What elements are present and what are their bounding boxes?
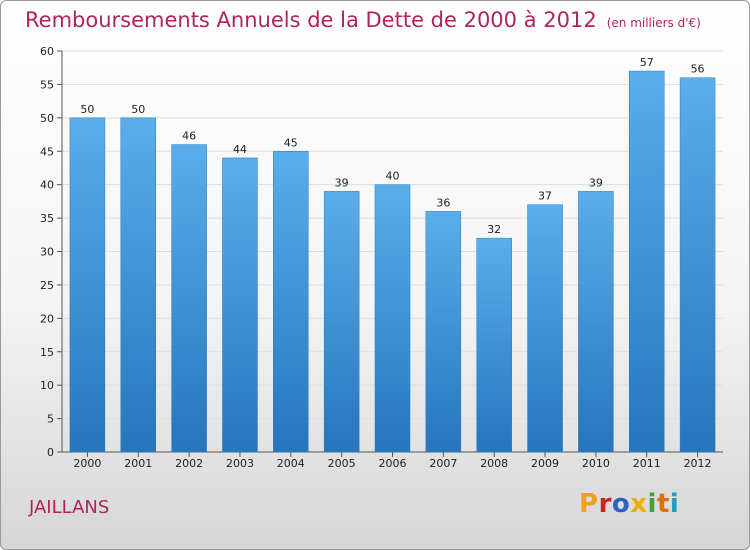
x-tick-label: 2002	[175, 457, 203, 470]
bar-value-label: 57	[640, 56, 654, 69]
x-tick-label: 2010	[582, 457, 610, 470]
proxiti-logo[interactable]: Proxiti	[579, 489, 679, 519]
town-name: JAILLANS	[29, 497, 110, 518]
y-tick-label: 45	[40, 145, 54, 158]
chart-unit-text: (en milliers d'€)	[606, 16, 701, 30]
bar	[222, 157, 258, 453]
y-tick-label: 50	[40, 112, 54, 125]
bar-value-label: 39	[589, 176, 603, 189]
x-tick-label: 2006	[379, 457, 407, 470]
bar-value-label: 37	[538, 190, 552, 203]
bar	[425, 211, 462, 453]
bar	[120, 117, 157, 453]
logo-letter: o	[611, 489, 631, 519]
logo-letter: P	[579, 489, 599, 519]
y-tick-label: 55	[40, 78, 54, 91]
y-tick-label: 25	[40, 279, 54, 292]
x-tick-label: 2001	[124, 457, 152, 470]
bar	[578, 191, 614, 453]
y-tick-label: 15	[40, 346, 54, 359]
x-tick-label: 2003	[226, 457, 254, 470]
x-tick-label: 2012	[684, 457, 712, 470]
x-tick-label: 2007	[429, 457, 457, 470]
bar	[679, 77, 716, 453]
logo-letter: x	[630, 489, 648, 519]
chart-title: Remboursements Annuels de la Dette de 20…	[25, 8, 701, 32]
y-tick-label: 30	[40, 246, 54, 259]
y-tick-label: 10	[40, 379, 54, 392]
bar	[527, 204, 563, 453]
bar-value-label: 50	[131, 103, 145, 116]
x-tick-label: 2011	[633, 457, 661, 470]
bar	[476, 237, 512, 453]
logo-letter: r	[598, 489, 612, 519]
chart-title-text: Remboursements Annuels de la Dette de 20…	[25, 8, 597, 32]
logo-letter: i	[669, 489, 680, 519]
y-tick-label: 35	[40, 212, 54, 225]
x-tick-label: 2004	[277, 457, 305, 470]
bar-value-label: 39	[335, 176, 349, 189]
y-tick-label: 0	[47, 446, 54, 459]
bar-value-label: 36	[436, 196, 450, 209]
x-tick-label: 2008	[480, 457, 508, 470]
y-tick-label: 5	[47, 413, 54, 426]
bar-value-label: 50	[80, 103, 94, 116]
bar-value-label: 45	[284, 136, 298, 149]
bar	[323, 191, 360, 453]
logo-letter: i	[647, 489, 657, 519]
x-tick-label: 2000	[73, 457, 101, 470]
bar	[628, 70, 665, 453]
bar	[374, 184, 411, 453]
y-tick-label: 40	[40, 179, 54, 192]
bar-value-label: 44	[233, 143, 247, 156]
y-tick-label: 20	[40, 312, 54, 325]
x-tick-label: 2005	[328, 457, 356, 470]
bar-value-label: 40	[386, 170, 400, 183]
y-tick-label: 60	[40, 45, 54, 58]
bar-value-label: 32	[487, 223, 501, 236]
x-tick-label: 2009	[531, 457, 559, 470]
bar-value-label: 46	[182, 130, 196, 143]
bar	[273, 151, 309, 453]
bar	[171, 144, 207, 453]
logo-letter: t	[656, 489, 670, 519]
bar	[69, 117, 106, 453]
bar-value-label: 56	[691, 63, 705, 76]
